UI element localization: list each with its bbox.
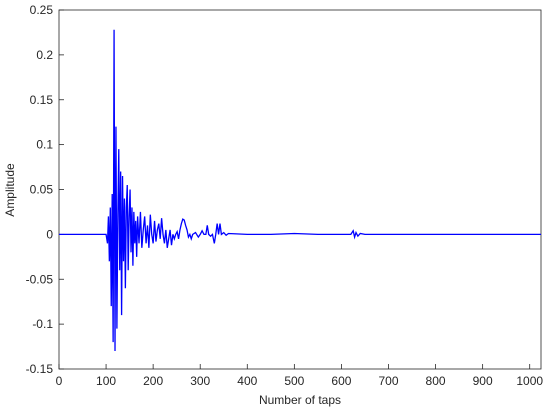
x-tick-label: 700 bbox=[378, 374, 398, 388]
x-axis-label: Number of taps bbox=[259, 393, 341, 407]
x-tick-label: 900 bbox=[473, 374, 493, 388]
y-tick-label: -0.05 bbox=[26, 272, 54, 286]
x-tick-label: 100 bbox=[96, 374, 116, 388]
y-axis-label: Amplitude bbox=[3, 163, 17, 217]
y-tick-label: -0.1 bbox=[32, 317, 53, 331]
x-tick-label: 1000 bbox=[516, 374, 543, 388]
y-tick-label: 0.15 bbox=[30, 93, 54, 107]
y-tick-label: 0.05 bbox=[30, 183, 54, 197]
x-tick-label: 800 bbox=[426, 374, 446, 388]
y-tick-label: 0.25 bbox=[30, 3, 54, 17]
y-tick-label: 0.2 bbox=[36, 48, 53, 62]
x-tick-label: 600 bbox=[331, 374, 351, 388]
data-line bbox=[59, 29, 541, 352]
x-tick-label: 500 bbox=[284, 374, 304, 388]
plot-area bbox=[58, 9, 542, 370]
x-tick-label: 400 bbox=[237, 374, 257, 388]
x-tick-label: 0 bbox=[56, 374, 63, 388]
y-tick-label: -0.15 bbox=[26, 362, 54, 376]
y-tick-label: 0.1 bbox=[36, 138, 53, 152]
x-tick-label: 200 bbox=[143, 374, 163, 388]
x-tick-label: 300 bbox=[190, 374, 210, 388]
y-tick-label: 0 bbox=[46, 227, 53, 241]
